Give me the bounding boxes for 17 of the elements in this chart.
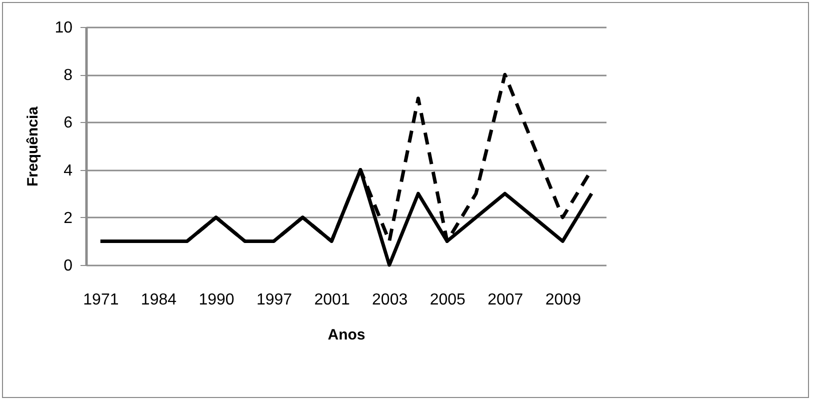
- y-tick-label: 2: [64, 210, 73, 227]
- y-tick-label: 10: [54, 20, 73, 36]
- x-tick-label: 2007: [488, 292, 524, 308]
- y-tick-label: 4: [64, 162, 73, 180]
- x-axis-title: Anos: [328, 326, 366, 344]
- x-tick-label: 1997: [256, 292, 292, 308]
- x-tick-label: 1990: [198, 292, 234, 308]
- y-axis-title: Frequência: [24, 106, 42, 187]
- x-tick-label: 2005: [430, 292, 466, 308]
- x-tick-label: 1984: [140, 292, 177, 308]
- x-tick-label: 2009: [545, 292, 582, 308]
- x-tick-label: 2001: [314, 292, 350, 308]
- y-tick-label: 0: [64, 258, 73, 274]
- y-tick-label: 6: [64, 114, 73, 132]
- y-tick-label: 8: [64, 67, 73, 84]
- x-tick-label: 2003: [372, 292, 408, 308]
- x-tick-label: 1971: [83, 292, 119, 308]
